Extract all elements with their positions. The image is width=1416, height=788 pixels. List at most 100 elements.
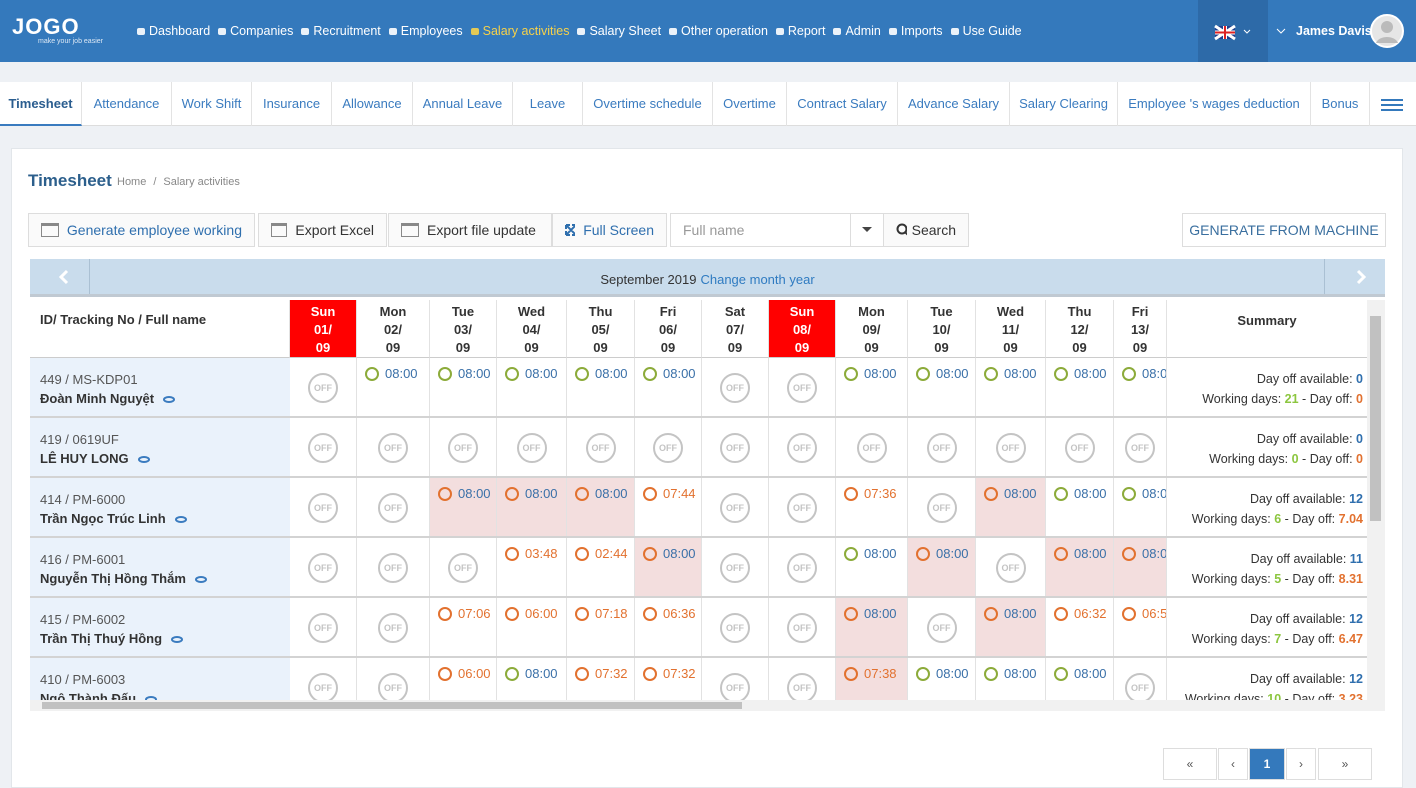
day-cell[interactable]: OFF <box>1114 418 1167 476</box>
scroll-thumb[interactable] <box>42 702 742 709</box>
day-cell[interactable]: OFF <box>357 538 430 596</box>
page-button[interactable]: ‹ <box>1218 748 1248 780</box>
day-cell[interactable]: OFF <box>290 358 357 416</box>
menu-toggle[interactable] <box>1380 98 1404 112</box>
menu-item[interactable]: Dashboard <box>137 24 218 38</box>
day-cell[interactable]: OFF <box>635 418 702 476</box>
day-cell[interactable]: 08:00 <box>357 358 430 416</box>
day-cell[interactable]: 08:00 <box>497 358 567 416</box>
day-cell[interactable]: OFF <box>497 418 567 476</box>
view-icon[interactable] <box>171 636 184 644</box>
tab[interactable]: Advance Salary <box>898 82 1010 126</box>
day-cell[interactable]: 06:32 <box>1046 598 1114 656</box>
tab[interactable]: Overtime <box>713 82 787 126</box>
horizontal-scrollbar[interactable] <box>30 700 1385 711</box>
day-cell[interactable]: 08:00 <box>635 358 702 416</box>
tab[interactable]: Employee 's wages deduction <box>1118 82 1311 126</box>
page-button[interactable]: » <box>1318 748 1372 780</box>
day-cell[interactable]: 07:32 <box>635 658 702 700</box>
tab[interactable]: Allowance <box>332 82 413 126</box>
day-cell[interactable]: OFF <box>908 478 976 536</box>
day-cell[interactable]: 08:00 <box>976 658 1046 700</box>
day-cell[interactable]: 08:00 <box>908 538 976 596</box>
day-cell[interactable]: OFF <box>357 598 430 656</box>
page-button[interactable]: « <box>1163 748 1217 780</box>
day-cell[interactable]: 03:48 <box>497 538 567 596</box>
fullscreen-button[interactable]: Full Screen <box>552 213 667 247</box>
tab[interactable]: Work Shift <box>172 82 252 126</box>
menu-item[interactable]: Use Guide <box>951 24 1030 38</box>
day-cell[interactable]: OFF <box>702 358 769 416</box>
menu-item[interactable]: Salary activities <box>471 24 578 38</box>
menu-item[interactable]: Other operation <box>669 24 776 38</box>
day-cell[interactable]: 08:00 <box>430 478 497 536</box>
avatar[interactable] <box>1370 14 1404 48</box>
menu-item[interactable]: Companies <box>218 24 301 38</box>
day-cell[interactable]: OFF <box>290 538 357 596</box>
day-cell[interactable]: 07:06 <box>430 598 497 656</box>
tab[interactable]: Annual Leave <box>413 82 513 126</box>
scroll-thumb[interactable] <box>1370 316 1381 521</box>
day-cell[interactable]: OFF <box>769 358 836 416</box>
vertical-scrollbar[interactable] <box>1367 300 1385 700</box>
day-cell[interactable]: 08:00 <box>1046 658 1114 700</box>
employee-name-text[interactable]: Trần Ngọc Trúc Linh <box>40 511 166 526</box>
view-icon[interactable] <box>137 456 150 464</box>
day-cell[interactable]: OFF <box>430 418 497 476</box>
employee-name-text[interactable]: LÊ HUY LONG <box>40 451 129 466</box>
name-input[interactable]: Full name <box>670 213 851 247</box>
day-cell[interactable]: 08:00 <box>497 478 567 536</box>
day-cell[interactable]: 08:00 <box>836 358 908 416</box>
day-cell[interactable]: OFF <box>702 418 769 476</box>
employee-name-text[interactable]: Đoàn Minh Nguyệt <box>40 391 155 406</box>
day-cell[interactable]: OFF <box>836 418 908 476</box>
user-name[interactable]: James Davis <box>1296 24 1372 38</box>
day-cell[interactable]: 06:5 <box>1114 598 1167 656</box>
day-cell[interactable]: OFF <box>769 478 836 536</box>
day-cell[interactable]: 08:00 <box>836 598 908 656</box>
generate-working-button[interactable]: Generate employee working <box>28 213 255 247</box>
day-cell[interactable]: 08:00 <box>976 478 1046 536</box>
day-cell[interactable]: 08:00 <box>497 658 567 700</box>
day-cell[interactable]: OFF <box>357 478 430 536</box>
day-cell[interactable]: OFF <box>702 598 769 656</box>
page-button[interactable]: 1 <box>1249 748 1285 780</box>
day-cell[interactable]: 08:0 <box>1114 538 1167 596</box>
day-cell[interactable]: OFF <box>702 478 769 536</box>
logo[interactable]: JOGO <box>12 14 80 39</box>
day-cell[interactable]: OFF <box>769 598 836 656</box>
day-cell[interactable]: OFF <box>290 478 357 536</box>
prev-month[interactable] <box>30 259 90 294</box>
export-update-button[interactable]: Export file update <box>388 213 552 247</box>
employee-name-text[interactable]: Ngô Thành Đấu <box>40 691 137 700</box>
day-cell[interactable]: 08:0 <box>1114 358 1167 416</box>
day-cell[interactable]: 06:36 <box>635 598 702 656</box>
view-icon[interactable] <box>163 396 176 404</box>
day-cell[interactable]: OFF <box>290 598 357 656</box>
day-cell[interactable]: OFF <box>1114 658 1167 700</box>
day-cell[interactable]: 08:00 <box>908 358 976 416</box>
view-icon[interactable] <box>174 516 187 524</box>
day-cell[interactable]: OFF <box>430 538 497 596</box>
page-button[interactable]: › <box>1286 748 1316 780</box>
day-cell[interactable]: OFF <box>976 538 1046 596</box>
menu-item[interactable]: Imports <box>889 24 951 38</box>
day-cell[interactable]: OFF <box>702 538 769 596</box>
day-cell[interactable]: OFF <box>290 658 357 700</box>
tab[interactable]: Attendance <box>82 82 172 126</box>
view-icon[interactable] <box>145 696 158 700</box>
day-cell[interactable]: 08:00 <box>1046 358 1114 416</box>
generate-machine-button[interactable]: GENERATE FROM MACHINE <box>1182 213 1386 247</box>
breadcrumb-item[interactable]: Home <box>117 176 147 188</box>
view-icon[interactable] <box>194 576 207 584</box>
day-cell[interactable]: 07:44 <box>635 478 702 536</box>
day-cell[interactable]: OFF <box>769 418 836 476</box>
day-cell[interactable]: OFF <box>908 598 976 656</box>
day-cell[interactable]: 08:0 <box>1114 478 1167 536</box>
employee-name-text[interactable]: Nguyễn Thị Hồng Thắm <box>40 571 186 586</box>
next-month[interactable] <box>1324 259 1385 294</box>
tab[interactable]: Leave <box>513 82 583 126</box>
language-select[interactable] <box>1198 0 1268 62</box>
name-dropdown[interactable] <box>850 213 884 247</box>
day-cell[interactable]: OFF <box>769 658 836 700</box>
